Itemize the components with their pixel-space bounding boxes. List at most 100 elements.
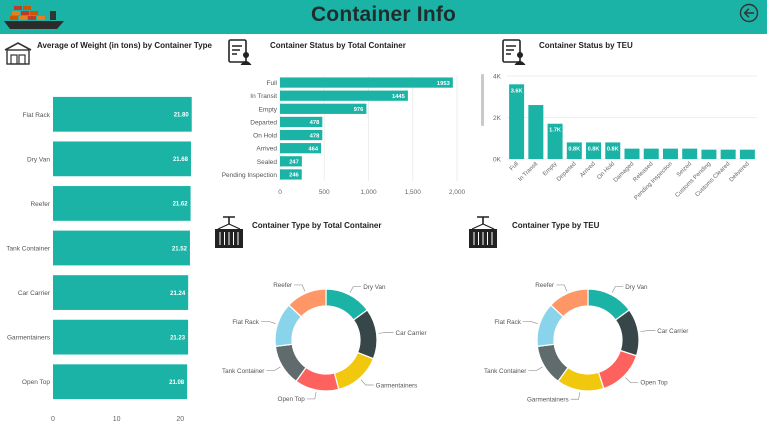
- bar: [605, 142, 621, 159]
- donut-slice: [333, 351, 375, 391]
- bar: [528, 105, 544, 159]
- category-label: Arrived: [579, 161, 597, 179]
- slice-label: Flat Rack: [232, 319, 259, 326]
- back-arrow-icon[interactable]: [739, 3, 759, 28]
- data-label: 21.68: [173, 157, 189, 163]
- category-label: Customs Cleared: [695, 161, 732, 198]
- bar: [662, 148, 678, 159]
- data-label: 21.62: [173, 202, 189, 208]
- data-label: 21.08: [169, 380, 185, 386]
- bar: [53, 364, 188, 400]
- leader-line: [378, 332, 394, 334]
- category-label: Departed: [556, 161, 578, 183]
- data-label: 247: [289, 160, 299, 166]
- status-total-bar-chart: 0 500 1,000 1,500 2,000 Full 1953 In Transit 144…: [222, 76, 466, 196]
- slice-label: Open Top: [640, 380, 668, 387]
- leader-line: [260, 321, 276, 324]
- leader-line: [266, 366, 281, 371]
- crane-container-icon: [212, 216, 246, 255]
- status-teu-title-text: Container Status by TEU: [539, 41, 633, 50]
- bar: [547, 123, 563, 159]
- category-label: Empty: [542, 161, 558, 177]
- category-label: In Transit: [250, 93, 277, 100]
- category-label: Empty: [259, 106, 278, 113]
- page-title: Container Info: [310, 3, 457, 26]
- x-tick-label: 20: [176, 416, 184, 423]
- slice-label: Reefer: [273, 282, 292, 289]
- data-label: 478: [310, 133, 320, 139]
- data-label: 21.52: [172, 246, 188, 252]
- data-label: 478: [310, 120, 320, 126]
- data-label: 0.8K: [588, 146, 600, 152]
- category-label: Damaged: [613, 161, 636, 184]
- slice-label: Reefer: [535, 282, 554, 289]
- clipboard-user-icon: [226, 38, 254, 71]
- bar: [509, 84, 525, 159]
- slice-label: Garmentainers: [527, 397, 569, 404]
- category-label: Tank Container: [6, 246, 51, 253]
- donut-slice: [352, 309, 378, 360]
- cargo-ship-icon: [2, 2, 66, 37]
- bar: [280, 169, 302, 180]
- data-label: 1445: [392, 94, 406, 100]
- leader-line: [294, 284, 306, 292]
- category-label: Reefer: [30, 201, 50, 208]
- category-label: Dry Van: [27, 156, 50, 163]
- warehouse-icon: [3, 40, 33, 71]
- type-total-donut-chart: Dry Van Car Carrier Garmentainers Open Top T…: [222, 282, 427, 403]
- category-label: Sealed: [257, 159, 278, 166]
- bar: [624, 148, 640, 159]
- x-tick-label: 0: [51, 416, 55, 423]
- data-label: 21.80: [174, 113, 190, 119]
- bar: [643, 148, 659, 159]
- y-tick-label: 0K: [493, 157, 502, 164]
- category-label: On Hold: [253, 133, 277, 140]
- x-tick-label: 500: [319, 189, 330, 196]
- category-label: Delivered: [729, 161, 751, 183]
- category-label: Arrived: [256, 146, 277, 153]
- data-label: 0.8K: [568, 146, 580, 152]
- data-label: 1.7K: [549, 128, 561, 134]
- leader-line: [360, 379, 374, 386]
- category-label: Seized: [676, 161, 693, 178]
- leader-line: [625, 377, 639, 383]
- bar: [280, 77, 453, 88]
- leader-line: [306, 391, 317, 400]
- donut-slice: [549, 288, 589, 318]
- slice-label: Tank Container: [222, 368, 264, 375]
- category-label: Car Carrier: [18, 290, 51, 297]
- bar: [586, 142, 602, 159]
- leader-line: [570, 392, 581, 400]
- status-total-chart-title: Container Status by Total Container: [270, 41, 406, 50]
- data-label: 246: [289, 173, 299, 179]
- leader-line: [349, 286, 362, 293]
- y-tick-label: 4K: [493, 74, 502, 81]
- donut-slice: [287, 288, 327, 318]
- data-label: 0.8K: [607, 146, 619, 152]
- slice-label: Dry Van: [363, 284, 386, 291]
- data-label: 3.6K: [511, 88, 523, 94]
- bar: [53, 96, 192, 132]
- bar: [280, 143, 322, 154]
- category-label: Full: [509, 161, 520, 172]
- slice-label: Car Carrier: [657, 328, 688, 335]
- weight-chart-title: Average of Weight (in tons) by Container…: [37, 41, 212, 50]
- scrollbar-thumb[interactable]: [481, 74, 484, 126]
- weight-bar-chart: 0 10 20 Flat Rack 21.80 Dry Van 21.68 Reefer 21.…: [6, 96, 192, 423]
- category-label: Garmentainers: [7, 335, 51, 342]
- x-tick-label: 10: [113, 416, 121, 423]
- category-label: Full: [267, 80, 278, 87]
- bar: [53, 230, 190, 266]
- type-teu-chart-title: Container Type by TEU: [512, 221, 600, 230]
- data-label: 21.24: [170, 291, 186, 297]
- x-tick-label: 2,000: [449, 189, 466, 196]
- category-label: Pending Inspection: [634, 161, 674, 201]
- bar: [53, 275, 189, 310]
- type-teu-donut-chart: Dry Van Car Carrier Open Top Garmentainers T…: [484, 282, 688, 404]
- slice-label: Flat Rack: [494, 319, 521, 326]
- donut-slice: [597, 349, 638, 390]
- x-tick-label: 1,500: [405, 189, 422, 196]
- bar: [53, 186, 191, 221]
- leader-line: [528, 366, 543, 371]
- category-label: Customs Pending: [675, 161, 713, 199]
